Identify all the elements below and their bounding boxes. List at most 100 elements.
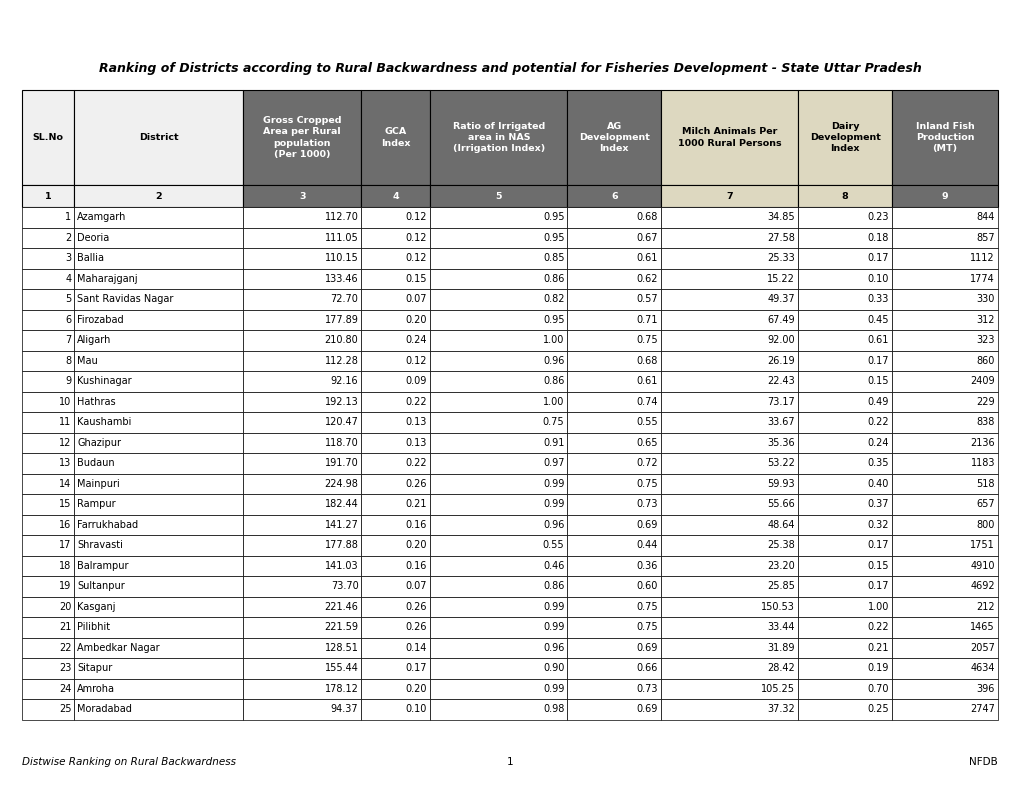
Bar [891,474,997,494]
Bar [891,371,997,392]
Bar [567,515,660,535]
Text: 0.75: 0.75 [636,623,657,632]
Text: 0.12: 0.12 [406,212,427,222]
Bar [660,617,798,637]
Bar [22,90,74,185]
Text: 2136: 2136 [969,438,994,448]
Bar [660,515,798,535]
Text: 224.98: 224.98 [324,479,358,489]
Bar [891,207,997,228]
Text: 1465: 1465 [969,623,994,632]
Text: 73.17: 73.17 [767,396,795,407]
Text: Azamgarh: Azamgarh [77,212,126,222]
Text: 0.22: 0.22 [866,418,888,427]
Text: 0.71: 0.71 [636,314,657,325]
Bar [361,90,430,185]
Text: 0.72: 0.72 [636,459,657,468]
Bar [798,535,891,556]
Text: 0.46: 0.46 [542,561,564,571]
Text: 6: 6 [65,314,71,325]
Bar [361,658,430,678]
Text: 177.89: 177.89 [324,314,358,325]
Text: 0.21: 0.21 [866,643,888,652]
Bar [74,637,243,658]
Bar [798,185,891,207]
Text: GCA
Index: GCA Index [381,128,411,147]
Text: 28.42: 28.42 [767,663,795,673]
Bar [74,515,243,535]
Text: 0.75: 0.75 [542,418,564,427]
Text: 0.17: 0.17 [406,663,427,673]
Text: 0.97: 0.97 [542,459,564,468]
Text: 0.12: 0.12 [406,232,427,243]
Bar [567,433,660,453]
Text: 15.22: 15.22 [766,273,795,284]
Bar [430,453,567,474]
Bar [243,433,361,453]
Text: 5: 5 [65,294,71,304]
Text: 0.22: 0.22 [406,459,427,468]
Text: 844: 844 [975,212,994,222]
Bar [243,248,361,269]
Text: 8: 8 [841,191,848,200]
Bar [567,576,660,597]
Bar [567,637,660,658]
Text: 0.40: 0.40 [867,479,888,489]
Text: 0.26: 0.26 [406,479,427,489]
Bar [430,474,567,494]
Text: 7: 7 [726,191,733,200]
Text: 0.57: 0.57 [636,294,657,304]
Bar [243,494,361,515]
Bar [22,637,74,658]
Bar [22,433,74,453]
Text: 14: 14 [59,479,71,489]
Text: 0.66: 0.66 [636,663,657,673]
Text: 177.88: 177.88 [324,541,358,550]
Text: 182.44: 182.44 [324,500,358,509]
Text: 212: 212 [975,602,994,611]
Text: Sitapur: Sitapur [77,663,112,673]
Bar [22,412,74,433]
Bar [891,678,997,699]
Bar [567,617,660,637]
Bar [660,412,798,433]
Bar [660,453,798,474]
Text: 0.69: 0.69 [636,520,657,530]
Text: 0.20: 0.20 [406,314,427,325]
Bar [660,310,798,330]
Bar [361,556,430,576]
Bar [430,576,567,597]
Bar [361,433,430,453]
Bar [660,351,798,371]
Text: 24: 24 [59,684,71,693]
Text: 0.67: 0.67 [636,232,657,243]
Text: 4910: 4910 [969,561,994,571]
Bar [660,392,798,412]
Bar [891,330,997,351]
Text: 6: 6 [610,191,616,200]
Bar [22,207,74,228]
Bar [361,330,430,351]
Text: 55.66: 55.66 [767,500,795,509]
Bar [243,678,361,699]
Text: 141.27: 141.27 [324,520,358,530]
Text: 0.82: 0.82 [542,294,564,304]
Text: 22: 22 [59,643,71,652]
Bar [567,699,660,719]
Text: 0.24: 0.24 [406,335,427,345]
Text: 22.43: 22.43 [767,376,795,386]
Bar [891,515,997,535]
Bar [430,228,567,248]
Text: 0.07: 0.07 [406,582,427,591]
Text: 0.15: 0.15 [406,273,427,284]
Bar [22,351,74,371]
Bar [430,351,567,371]
Text: 1: 1 [65,212,71,222]
Bar [361,535,430,556]
Text: Balrampur: Balrampur [77,561,128,571]
Text: 3: 3 [65,253,71,263]
Bar [891,453,997,474]
Text: Sant Ravidas Nagar: Sant Ravidas Nagar [77,294,173,304]
Text: 1.00: 1.00 [542,335,564,345]
Text: 0.61: 0.61 [867,335,888,345]
